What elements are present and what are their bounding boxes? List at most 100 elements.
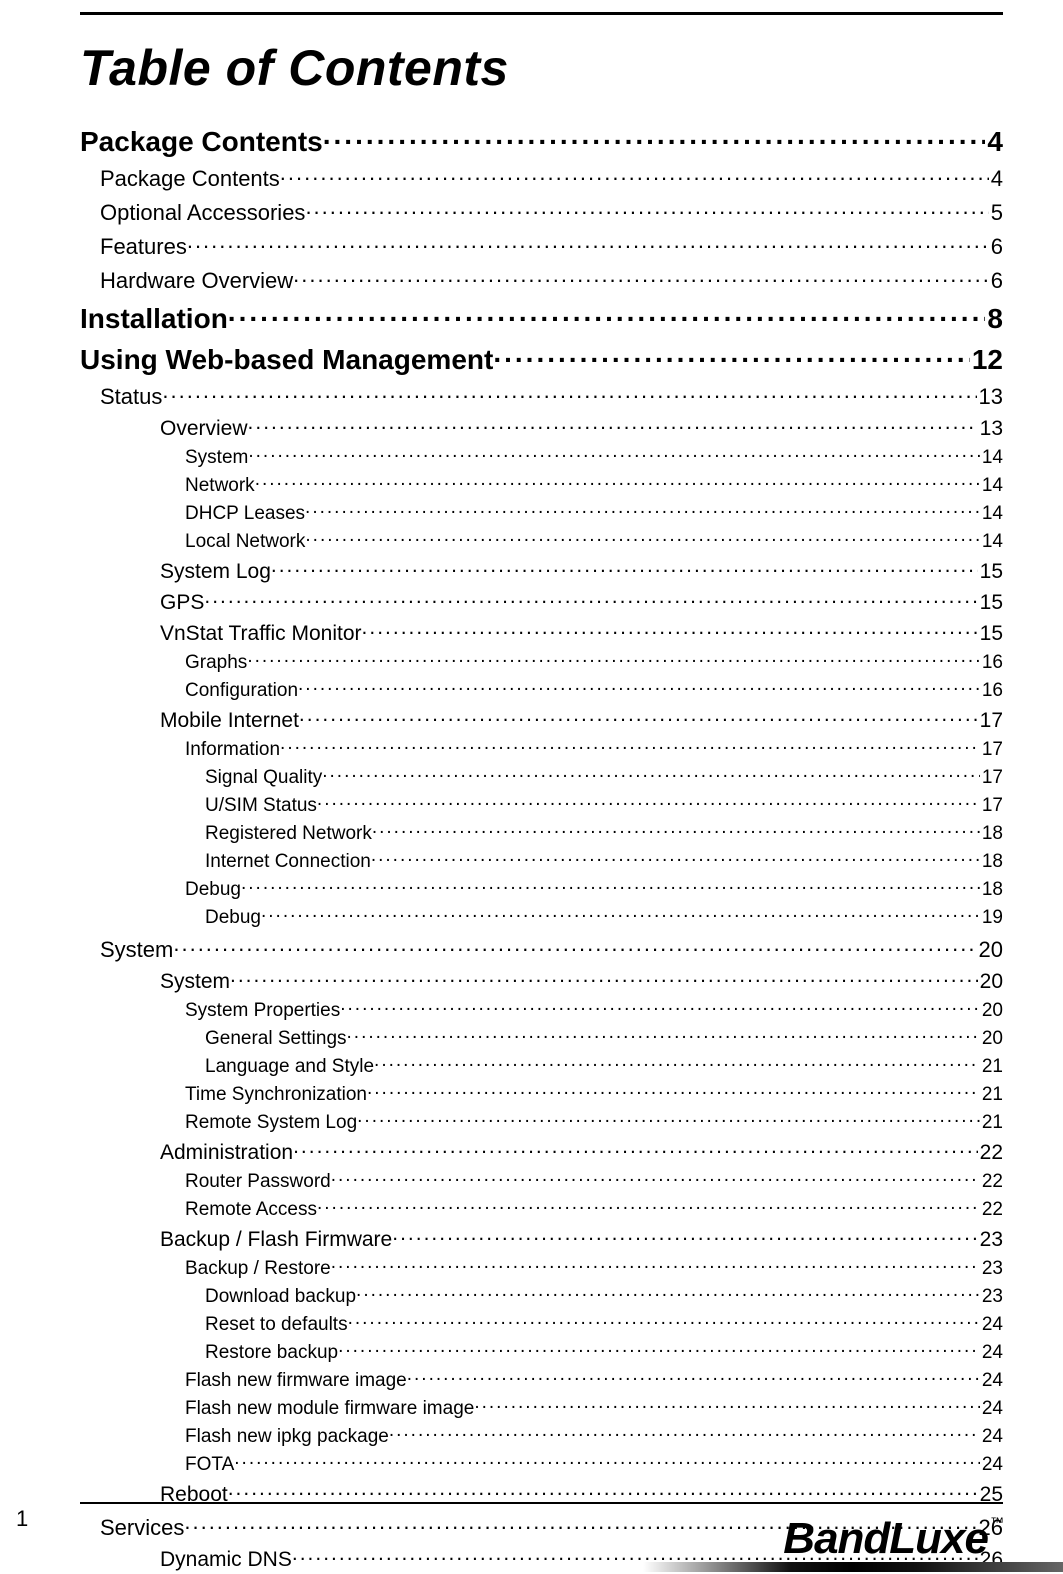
toc-entry-label: System [100, 937, 173, 963]
toc-entry-leader [204, 588, 977, 609]
toc-entry-page: 23 [980, 1286, 1003, 1308]
toc-entry: Flash new firmware image24 [185, 1367, 1003, 1392]
toc-entry: Administration22 [160, 1138, 1003, 1165]
toc-entry-leader [331, 1168, 980, 1187]
toc-entry-leader [317, 1196, 980, 1215]
toc-entry-label: Flash new module firmware image [185, 1398, 474, 1420]
toc-entry-leader [293, 1138, 978, 1159]
toc-container: Package Contents4Package Contents4Option… [80, 123, 1003, 1572]
toc-entry: Features6 [100, 232, 1003, 260]
toc-entry-leader [371, 848, 980, 867]
toc-entry-leader [356, 1283, 980, 1302]
toc-entry: Hardware Overview6 [100, 266, 1003, 294]
toc-entry-leader [298, 677, 980, 696]
toc-entry-label: Flash new firmware image [185, 1370, 407, 1392]
brand-text: BandLuxe [783, 1514, 988, 1563]
toc-entry-leader [234, 1451, 980, 1470]
toc-entry: Debug 19 [205, 904, 1003, 929]
toc-entry-leader [357, 1109, 980, 1128]
toc-entry-page: 6 [989, 234, 1003, 260]
toc-entry-page: 5 [989, 200, 1003, 226]
toc-entry: Remote System Log 21 [185, 1109, 1003, 1134]
toc-entry-leader [348, 1311, 980, 1330]
toc-entry-page: 17 [980, 795, 1003, 817]
footer: BandLuxe™ [0, 1502, 1063, 1572]
toc-entry-page: 18 [980, 851, 1003, 873]
toc-entry-leader [293, 266, 989, 288]
toc-entry-page: 13 [978, 417, 1003, 441]
toc-entry-leader [248, 444, 980, 463]
toc-entry-page: 14 [980, 531, 1003, 553]
toc-entry-leader [317, 792, 980, 811]
toc-entry-label: Graphs [185, 652, 247, 674]
toc-entry-leader [299, 706, 978, 727]
toc-entry-label: Network [185, 475, 255, 497]
trademark-icon: ™ [990, 1514, 1003, 1530]
toc-entry: FOTA24 [185, 1451, 1003, 1476]
toc-entry-page: 16 [980, 652, 1003, 674]
toc-entry: Reset to defaults24 [205, 1311, 1003, 1336]
toc-entry: Local Network14 [185, 528, 1003, 553]
toc-entry-page: 21 [980, 1056, 1003, 1078]
toc-entry-leader [173, 935, 976, 957]
toc-entry-label: U/SIM Status [205, 795, 317, 817]
toc-entry-leader [230, 967, 978, 988]
toc-entry-leader [374, 1053, 980, 1072]
toc-entry: Overview13 [160, 414, 1003, 441]
toc-entry-leader [338, 1339, 980, 1358]
toc-entry: DHCP Leases14 [185, 500, 1003, 525]
toc-entry: System Log15 [160, 557, 1003, 584]
toc-entry-label: Debug [205, 907, 261, 929]
toc-entry-page: 12 [970, 344, 1003, 376]
toc-entry: U/SIM Status 17 [205, 792, 1003, 817]
toc-entry: Graphs 16 [185, 649, 1003, 674]
toc-entry-page: 21 [980, 1084, 1003, 1106]
toc-entry-page: 13 [977, 384, 1003, 410]
toc-entry: Registered Network18 [205, 820, 1003, 845]
toc-entry-label: Backup / Flash Firmware [160, 1228, 392, 1252]
toc-entry: System20 [160, 967, 1003, 994]
toc-entry-label: Debug [185, 879, 241, 901]
toc-entry-page: 24 [980, 1398, 1003, 1420]
toc-entry-label: Installation [80, 303, 228, 335]
toc-entry-page: 17 [980, 767, 1003, 789]
toc-entry-label: Remote System Log [185, 1112, 357, 1134]
toc-entry-label: Administration [160, 1141, 293, 1165]
toc-entry-leader [392, 1225, 977, 1246]
toc-entry-leader [187, 232, 989, 254]
toc-entry: Backup / Restore23 [185, 1255, 1003, 1280]
toc-entry: Time Synchronization21 [185, 1081, 1003, 1106]
toc-entry-label: Package Contents [100, 166, 280, 192]
toc-entry: Flash new module firmware image 24 [185, 1395, 1003, 1420]
toc-entry: Remote Access22 [185, 1196, 1003, 1221]
toc-entry-page: 24 [980, 1342, 1003, 1364]
toc-entry-page: 15 [978, 622, 1003, 646]
toc-entry: Information17 [185, 736, 1003, 761]
top-rule [80, 12, 1003, 15]
toc-entry-leader [362, 619, 978, 640]
toc-entry-page: 15 [978, 591, 1003, 615]
toc-entry-label: Download backup [205, 1286, 356, 1308]
toc-entry-label: Configuration [185, 680, 298, 702]
toc-entry-page: 19 [980, 907, 1003, 929]
toc-entry-page: 24 [980, 1454, 1003, 1476]
toc-entry: System20 [100, 935, 1003, 963]
toc-entry-label: Signal Quality [205, 767, 322, 789]
toc-entry: Package Contents4 [100, 164, 1003, 192]
toc-entry-leader [322, 764, 980, 783]
toc-entry-leader [367, 1081, 980, 1100]
toc-entry-leader [372, 820, 980, 839]
toc-entry-page: 23 [980, 1258, 1003, 1280]
toc-entry-page: 16 [980, 680, 1003, 702]
toc-entry-leader [162, 382, 976, 404]
toc-entry-leader [347, 1025, 980, 1044]
toc-entry-label: Mobile Internet [160, 709, 299, 733]
accent-bar [643, 1562, 1063, 1572]
toc-entry: Network14 [185, 472, 1003, 497]
toc-entry-leader [305, 528, 979, 547]
toc-entry-page: 14 [980, 447, 1003, 469]
toc-entry-leader [305, 198, 988, 220]
toc-entry-leader [407, 1367, 980, 1386]
toc-entry-page: 21 [980, 1112, 1003, 1134]
toc-entry: Configuration 16 [185, 677, 1003, 702]
